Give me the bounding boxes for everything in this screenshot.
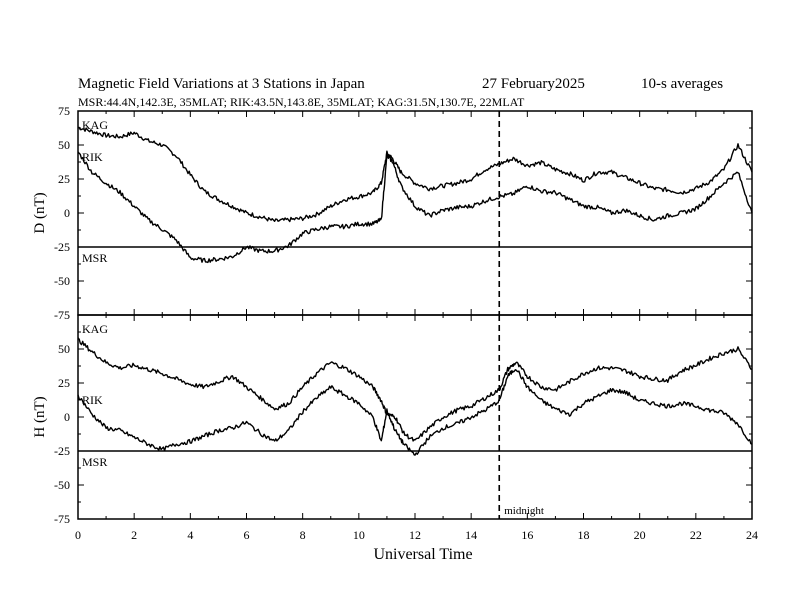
midnight-label: midnight (504, 505, 544, 517)
y-tick-label: 0 (64, 206, 70, 220)
y-axis-label: H (nT) (32, 396, 48, 437)
y-tick-label: 75 (58, 104, 70, 118)
x-tick-label: 8 (300, 528, 306, 542)
series-line-kag (78, 126, 753, 223)
x-tick-label: 16 (521, 528, 533, 542)
series-label-msr: MSR (82, 455, 107, 469)
y-tick-label: -50 (54, 478, 70, 492)
x-axis-label: Universal Time (373, 546, 472, 563)
x-tick-label: 20 (634, 528, 646, 542)
chart-title: Magnetic Field Variations at 3 Stations … (78, 76, 365, 92)
y-tick-label: -50 (54, 274, 70, 288)
y-tick-label: 0 (64, 410, 70, 424)
stations-line: MSR:44.4N,142.3E, 35MLAT; RIK:43.5N,143.… (78, 95, 525, 109)
series-line-kag (77, 337, 753, 442)
panel-frame (77, 110, 753, 316)
x-tick-label: 6 (244, 528, 250, 542)
x-tick-label: 18 (578, 528, 590, 542)
series-label-kag: KAG (82, 118, 108, 132)
series-line-rik (77, 369, 753, 456)
x-tick-label: 2 (131, 528, 137, 542)
series-line-rik (77, 151, 753, 264)
series-label-msr: MSR (82, 251, 107, 265)
y-tick-label: -25 (54, 444, 70, 458)
y-tick-label: 50 (58, 138, 70, 152)
y-tick-label: 25 (58, 376, 70, 390)
y-tick-label: -75 (54, 512, 70, 526)
y-tick-label: 25 (58, 172, 70, 186)
x-tick-label: 4 (187, 528, 193, 542)
chart-date: 27 February2025 (482, 76, 585, 92)
panel-d: 75 50 25 0 -25 -50 -75 D (nT) KAG RIK MSR (32, 104, 753, 322)
x-tick-label: 14 (465, 528, 477, 542)
x-tick-label: 24 (746, 528, 758, 542)
x-tick-label: 22 (690, 528, 702, 542)
series-label-rik: RIK (82, 150, 103, 164)
series-label-rik: RIK (82, 393, 103, 407)
x-tick-label: 0 (75, 528, 81, 542)
x-tick-label: 12 (409, 528, 421, 542)
x-tick-label: 10 (353, 528, 365, 542)
panel-frame (77, 314, 753, 520)
y-axis-label: D (nT) (32, 192, 48, 233)
chart-averaging: 10-s averages (641, 76, 723, 92)
series-label-kag: KAG (82, 322, 108, 336)
y-tick-label: 50 (58, 342, 70, 356)
y-tick-label: -75 (54, 308, 70, 322)
panel-h: 50 25 0 -25 -50 -75 H (nT) KAG RIK MSR (32, 314, 753, 526)
y-tick-label: -25 (54, 240, 70, 254)
